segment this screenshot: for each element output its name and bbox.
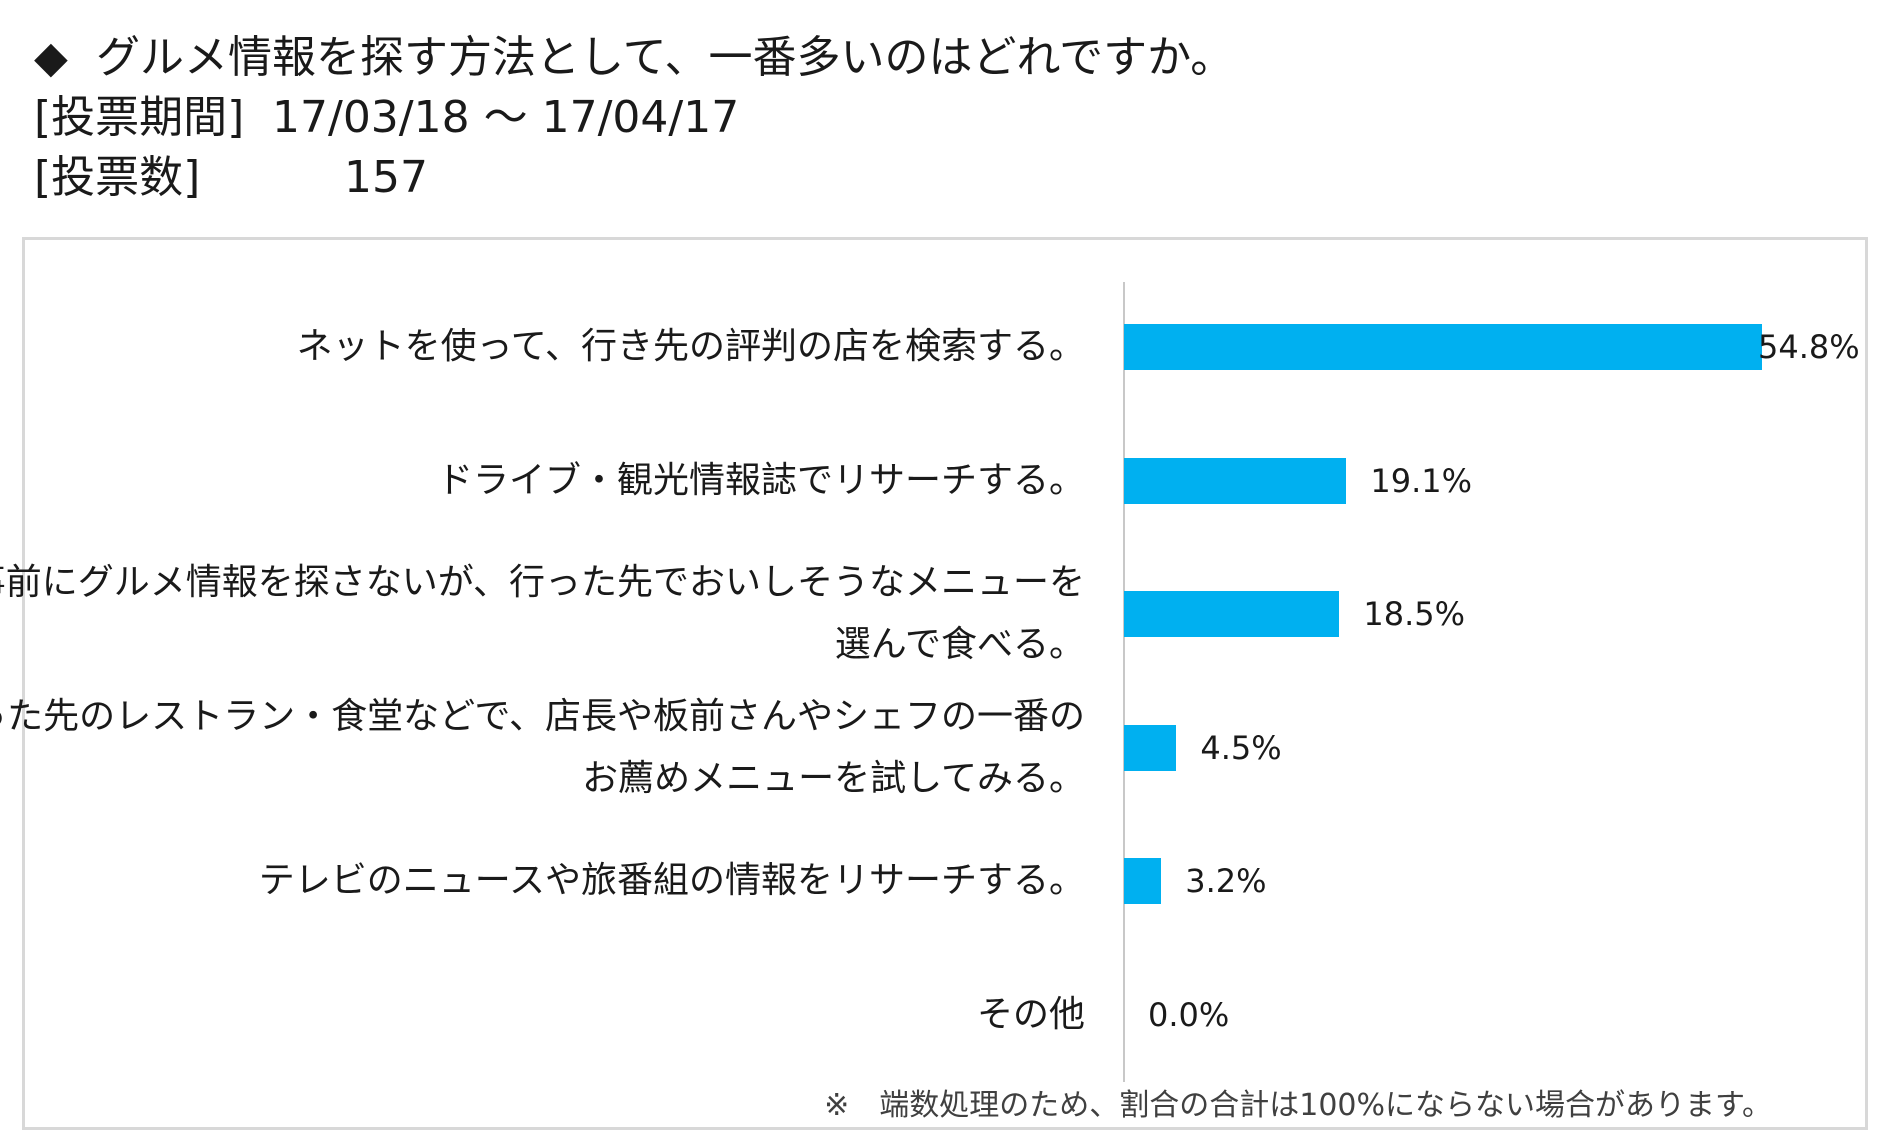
bar-value-label: 19.1% <box>1370 461 1473 500</box>
category-label: その他 <box>977 984 1085 1046</box>
category-label: 入った先のレストラン・食堂などで、店長や板前さんやシェフの一番のお薦めメニューを… <box>0 686 1085 810</box>
category-label-line: テレビのニュースや旅番組の情報をリサーチする。 <box>258 860 1085 901</box>
vote-count-value: 157 <box>344 152 428 203</box>
bar <box>1124 858 1162 904</box>
question-line: ◆ グルメ情報を探す方法として、一番多いのはどれですか。 <box>34 28 1234 88</box>
voting-period-line: [投票期間] 17/03/18 ～ 17/04/17 <box>34 88 1234 148</box>
category-label: ドライブ・観光情報誌でリサーチする。 <box>437 450 1085 512</box>
bar-value-label: 54.8% <box>1758 328 1860 366</box>
category-label: ネットを使って、行き先の評判の店を検索する。 <box>297 316 1085 378</box>
bar <box>1124 324 1762 370</box>
chart-frame <box>22 237 1868 1130</box>
vote-count-line: [投票数] 157 <box>34 148 1234 208</box>
category-axis-line <box>1123 282 1125 1082</box>
chart-header: ◆ グルメ情報を探す方法として、一番多いのはどれですか。 [投票期間] 17/03/… <box>34 28 1234 208</box>
bar-value-label: 0.0% <box>1148 995 1230 1034</box>
category-label-line: ドライブ・観光情報誌でリサーチする。 <box>436 459 1085 501</box>
category-label-line: 入った先のレストラン・食堂などで、店長や板前さんやシェフの一番の <box>0 695 1085 737</box>
category-label-line: 選んで食べる。 <box>834 624 1085 665</box>
voting-period-value: 17/03/18 ～ 17/04/17 <box>272 92 740 143</box>
bar <box>1124 457 1347 504</box>
bar-value-label: 18.5% <box>1363 595 1466 633</box>
footnote: ※ 端数処理のため、割合の合計は100%にならない場合があります。 <box>824 1088 1772 1123</box>
category-label-line: お薦めメニューを試してみる。 <box>582 757 1085 799</box>
voting-period-label: [投票期間] <box>34 92 245 143</box>
diamond-icon: ◆ <box>34 32 68 83</box>
category-label-line: ネットを使って、行き先の評判の店を検索する。 <box>296 326 1085 367</box>
category-label-line: その他 <box>976 993 1085 1035</box>
category-label: 事前にグルメ情報を探さないが、行った先でおいしそうなメニューを選んで食べる。 <box>0 552 1085 676</box>
bar-value-label: 3.2% <box>1185 862 1267 900</box>
category-label-line: 事前にグルメ情報を探さないが、行った先でおいしそうなメニューを <box>0 562 1085 603</box>
bar <box>1124 724 1177 771</box>
question-text: グルメ情報を探す方法として、一番多いのはどれですか。 <box>96 32 1235 83</box>
bar-value-label: 4.5% <box>1200 728 1282 767</box>
bar <box>1124 591 1340 637</box>
vote-count-label: [投票数] <box>34 152 201 203</box>
category-label: テレビのニュースや旅番組の情報をリサーチする。 <box>259 850 1085 912</box>
